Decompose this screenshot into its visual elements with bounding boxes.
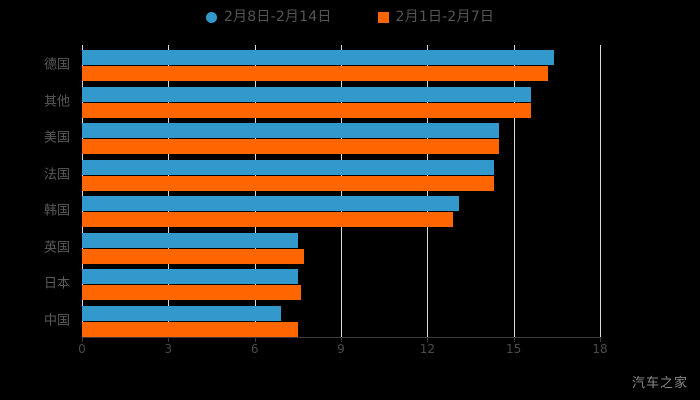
x-tick bbox=[82, 338, 83, 342]
x-tick bbox=[427, 338, 429, 342]
gridline bbox=[254, 45, 256, 337]
square-marker-icon bbox=[377, 11, 389, 23]
bar-rows: 德国其他美国法国韩国英国日本中国 bbox=[44, 45, 600, 337]
legend-label: 2月8日-2月14日 bbox=[223, 9, 332, 25]
bar[interactable] bbox=[82, 123, 500, 138]
chart-legend: 2月8日-2月14日 2月1日-2月7日 bbox=[0, 10, 700, 24]
gridline bbox=[168, 45, 170, 337]
x-tick bbox=[254, 338, 256, 342]
bar-group: 其他 bbox=[44, 86, 600, 118]
x-tick-label: 15 bbox=[506, 342, 522, 356]
bar-group: 美国 bbox=[44, 123, 600, 154]
x-tick-label: 3 bbox=[164, 342, 173, 356]
x-tick-label: 9 bbox=[337, 342, 345, 356]
gridline bbox=[427, 45, 429, 337]
bar[interactable] bbox=[82, 232, 298, 248]
x-tick-label: 6 bbox=[250, 342, 259, 356]
bar[interactable] bbox=[82, 66, 549, 81]
x-tick-label: 18 bbox=[592, 342, 608, 356]
bar-group: 德国 bbox=[44, 50, 600, 81]
category-label: 英国 bbox=[43, 240, 70, 255]
bar[interactable] bbox=[82, 269, 298, 284]
category-label: 美国 bbox=[43, 130, 70, 146]
bar[interactable] bbox=[82, 285, 301, 300]
gridline bbox=[513, 45, 515, 337]
category-label: 日本 bbox=[43, 276, 70, 292]
x-tick bbox=[341, 338, 342, 342]
category-label: 韩国 bbox=[43, 203, 70, 219]
bar-group: 中国 bbox=[44, 305, 600, 337]
bar[interactable] bbox=[82, 159, 494, 175]
x-tick-label: 12 bbox=[419, 342, 435, 356]
legend-label: 2月1日-2月7日 bbox=[395, 9, 495, 25]
circle-marker-icon bbox=[205, 11, 217, 23]
legend-entry[interactable]: 2月8日-2月14日 bbox=[205, 9, 332, 25]
bar[interactable] bbox=[82, 139, 500, 154]
bar-group: 法国 bbox=[44, 159, 600, 191]
x-tick bbox=[600, 338, 601, 342]
bar[interactable] bbox=[82, 175, 494, 191]
category-label: 中国 bbox=[43, 313, 70, 328]
bar[interactable] bbox=[82, 86, 531, 102]
watermark: 汽车之家 bbox=[631, 376, 688, 391]
category-label: 其他 bbox=[43, 94, 70, 109]
bar[interactable] bbox=[82, 102, 531, 118]
x-axis-line bbox=[82, 337, 601, 338]
bar[interactable] bbox=[82, 196, 459, 211]
bar-group: 韩国 bbox=[44, 196, 600, 227]
bar-group: 英国 bbox=[44, 232, 600, 264]
legend-entry[interactable]: 2月1日-2月7日 bbox=[377, 9, 495, 25]
x-tick bbox=[168, 338, 170, 342]
category-label: 德国 bbox=[43, 57, 70, 73]
gridline bbox=[341, 45, 342, 337]
gridline bbox=[600, 45, 601, 337]
bar[interactable] bbox=[82, 212, 454, 227]
plot-area: 德国其他美国法国韩国英国日本中国 bbox=[44, 45, 601, 337]
x-tick bbox=[513, 338, 515, 342]
x-tick-label: 0 bbox=[78, 342, 86, 356]
category-label: 法国 bbox=[43, 167, 70, 182]
bar[interactable] bbox=[82, 321, 298, 337]
bar-group: 日本 bbox=[44, 269, 600, 300]
bar[interactable] bbox=[82, 248, 304, 264]
bar[interactable] bbox=[82, 305, 281, 321]
bar[interactable] bbox=[82, 50, 554, 65]
gridline bbox=[82, 45, 83, 337]
